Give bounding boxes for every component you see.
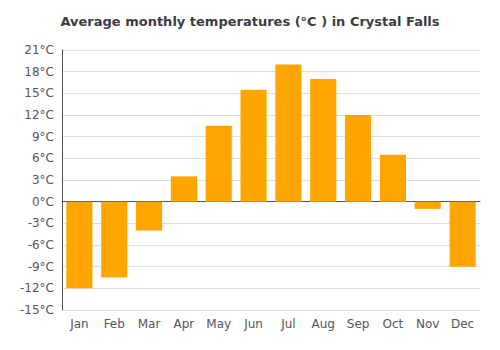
svg-text:3°C: 3°C: [32, 173, 54, 187]
svg-text:Apr: Apr: [174, 317, 195, 331]
svg-text:Nov: Nov: [416, 317, 439, 331]
svg-text:Aug: Aug: [312, 317, 335, 331]
svg-text:6°C: 6°C: [32, 151, 54, 165]
svg-text:Dec: Dec: [451, 317, 474, 331]
svg-text:-9°C: -9°C: [28, 260, 54, 274]
svg-text:Sep: Sep: [347, 317, 370, 331]
svg-text:Jul: Jul: [280, 317, 295, 331]
svg-text:18°C: 18°C: [24, 65, 54, 79]
svg-text:9°C: 9°C: [32, 130, 54, 144]
svg-text:-15°C: -15°C: [20, 303, 54, 317]
svg-text:-3°C: -3°C: [28, 216, 54, 230]
svg-text:15°C: 15°C: [24, 86, 54, 100]
svg-text:Mar: Mar: [138, 317, 161, 331]
svg-text:Feb: Feb: [104, 317, 125, 331]
svg-text:21°C: 21°C: [24, 43, 54, 57]
svg-text:Jun: Jun: [243, 317, 263, 331]
svg-text:12°C: 12°C: [24, 108, 54, 122]
svg-text:0°C: 0°C: [32, 195, 54, 209]
svg-text:Jan: Jan: [69, 317, 89, 331]
svg-text:Oct: Oct: [383, 317, 404, 331]
svg-text:-12°C: -12°C: [20, 281, 54, 295]
svg-text:Average monthly temperatures (: Average monthly temperatures (°C ) in Cr…: [60, 14, 439, 29]
svg-text:-6°C: -6°C: [28, 238, 54, 252]
svg-text:May: May: [206, 317, 231, 331]
